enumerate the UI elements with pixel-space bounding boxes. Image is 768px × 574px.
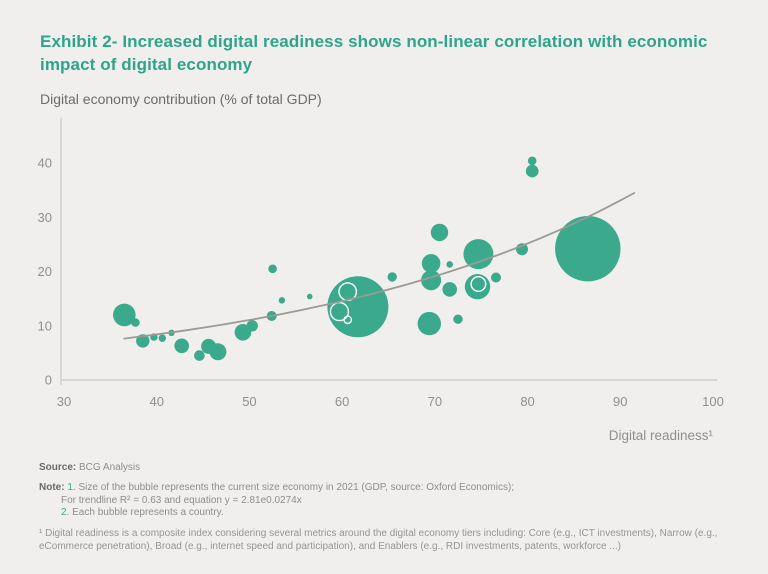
source-label: Source: [39, 462, 77, 473]
country-bubble-outlined [470, 275, 487, 292]
bubble-chart-svg: 0 10 20 30 40 30 40 50 60 70 80 90 100 [38, 118, 724, 409]
country-bubble [442, 282, 458, 297]
country-bubble [387, 272, 397, 282]
country-bubble [417, 311, 441, 336]
exhibit-title: Exhibit 2- Increased digital readiness s… [40, 32, 708, 74]
country-bubble [421, 254, 441, 273]
y-tick-label: 30 [38, 210, 52, 225]
y-axis-title: Digital economy contribution (% of total… [40, 91, 322, 107]
country-bubble [327, 276, 389, 338]
trendline [123, 192, 636, 340]
x-axis-title: Digital readiness¹ [608, 428, 713, 443]
country-bubble [136, 334, 150, 348]
country-bubble [527, 156, 537, 166]
x-tick-label: 100 [702, 394, 724, 409]
country-bubble [278, 297, 286, 304]
country-bubble [463, 239, 494, 270]
x-tick-label: 60 [335, 394, 349, 409]
country-bubble [491, 272, 501, 283]
country-bubble [268, 264, 277, 274]
country-bubble [174, 338, 189, 354]
x-tick-label: 30 [57, 394, 71, 409]
country-bubble [525, 164, 539, 178]
y-tick-label: 20 [38, 264, 52, 279]
x-tick-label: 80 [520, 394, 534, 409]
x-tick-label: 90 [613, 394, 627, 409]
note-number-1: 1. [67, 482, 76, 493]
country-bubble [430, 223, 449, 242]
country-bubble [194, 350, 205, 361]
y-tick-label: 0 [45, 373, 52, 388]
country-bubble-outlined [343, 315, 353, 325]
note-line-1: Note: 1. Size of the bubble represents t… [39, 482, 739, 495]
bubble-chart: 0 10 20 30 40 30 40 50 60 70 80 90 100 [0, 110, 768, 420]
note-text-2: Each bubble represents a country. [72, 507, 224, 518]
source-line: Source: BCG Analysis [39, 462, 140, 473]
y-tick-label: 40 [38, 156, 52, 171]
note-line-2: 2. Each bubble represents a country. [39, 507, 739, 520]
country-bubble [246, 320, 258, 332]
country-bubble [158, 334, 166, 342]
footnote: ¹ Digital readiness is a composite index… [39, 528, 718, 552]
x-tick-label: 40 [149, 394, 163, 409]
country-bubble [306, 293, 313, 300]
note-label: Note: [39, 482, 65, 493]
x-tick-label: 50 [242, 394, 256, 409]
notes-block: Note: 1. Size of the bubble represents t… [39, 482, 739, 520]
country-bubble [201, 338, 217, 354]
country-bubble [113, 303, 136, 327]
country-bubble [446, 261, 454, 268]
country-bubble [453, 314, 463, 324]
country-bubble [555, 216, 621, 282]
note-text-1: Size of the bubble represents the curren… [78, 482, 515, 493]
y-tick-label: 10 [38, 318, 52, 333]
note-number-2: 2. [61, 507, 70, 518]
country-bubble [131, 318, 140, 327]
country-bubble [464, 274, 491, 300]
source-value: BCG Analysis [79, 462, 141, 473]
note-line-1-continued: For trendline R² = 0.63 and equation y =… [61, 494, 302, 506]
x-tick-label: 70 [428, 394, 442, 409]
